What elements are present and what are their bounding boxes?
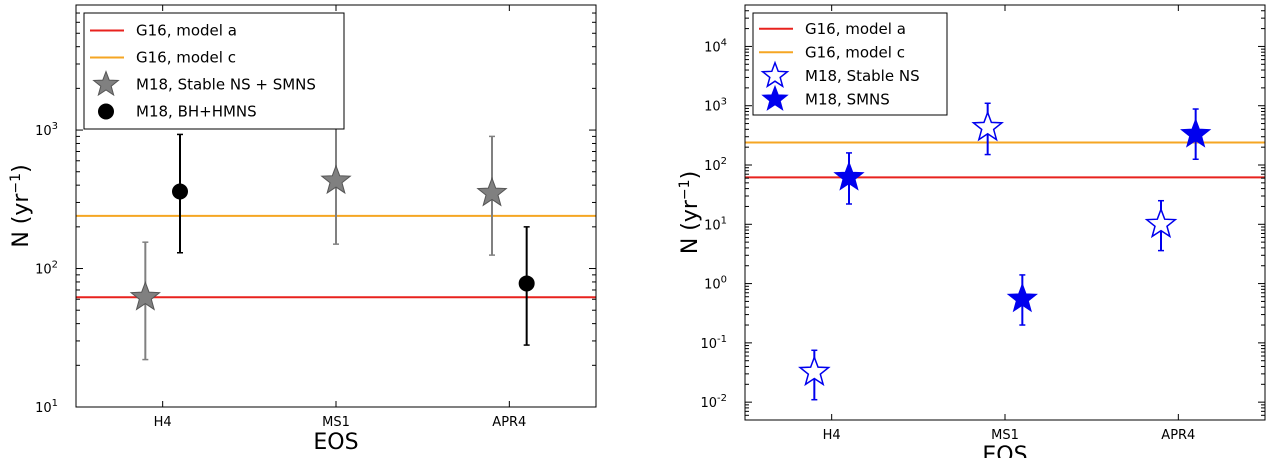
y-tick-label: 101 — [35, 398, 58, 416]
y-tick-label: 102 — [35, 260, 58, 278]
y-tick-label: 10-2 — [700, 393, 727, 411]
x-axis-label: EOS — [313, 430, 358, 455]
x-tick-label: H4 — [154, 415, 172, 430]
x-tick-label: MS1 — [322, 415, 350, 430]
legend: G16, model a G16, model c M18, Stable NS +… — [83, 12, 345, 130]
legend-marker-circle — [98, 103, 114, 120]
y-tick-label: 103 — [704, 97, 727, 115]
data-point-circle — [518, 275, 535, 292]
legend-marker-star-filled — [92, 70, 120, 97]
left-chart-panel: H4 MS1 APR4 101 102 103 EOS N (yr−1) G16, model … — [8, 4, 597, 455]
legend-label: G16, model c — [805, 43, 905, 61]
legend-label: G16, model a — [805, 20, 906, 38]
legend-box — [83, 12, 345, 130]
data-point-star-open — [798, 355, 831, 387]
legend-label: M18, Stable NS + SMNS — [136, 76, 316, 94]
x-tick-label: H4 — [823, 428, 841, 443]
data-point-circle — [172, 183, 188, 200]
y-tick-label: 100 — [704, 275, 727, 293]
data-point-star-filled — [320, 164, 352, 195]
legend-label: G16, model c — [136, 49, 236, 67]
x-axis-label: EOS — [982, 443, 1027, 458]
y-tick-label: 10-1 — [700, 334, 727, 352]
data-point-star-filled — [476, 176, 508, 207]
data-point-star-open — [1144, 207, 1178, 239]
x-tick-label: APR4 — [492, 415, 526, 430]
data-point-star-filled — [129, 280, 161, 311]
legend-marker-star-filled — [761, 84, 789, 111]
y-axis-label: N (yr−1) — [677, 171, 703, 254]
y-axis-label: N (yr−1) — [8, 164, 34, 247]
data-point-star-filled — [1180, 117, 1212, 148]
data-point-star-open — [971, 110, 1004, 142]
y-tick-label: 102 — [704, 156, 727, 174]
y-tick-label: 103 — [35, 121, 58, 139]
x-tick-label: APR4 — [1161, 428, 1195, 443]
legend-box — [752, 12, 948, 116]
legend-marker-star-open — [760, 60, 790, 89]
legend-label: M18, BH+HMNS — [136, 103, 257, 121]
legend: G16, model a G16, model c M18, Stable NS M1… — [752, 12, 948, 116]
y-tick-label: 104 — [704, 37, 727, 55]
y-tick-label: 101 — [704, 215, 727, 233]
legend-label: M18, SMNS — [805, 90, 890, 108]
data-point-star-filled — [1006, 282, 1038, 313]
data-point-star-filled — [833, 160, 865, 191]
legend-label: G16, model a — [136, 22, 237, 40]
legend-label: M18, Stable NS — [805, 67, 920, 85]
right-chart-panel: H4 MS1 APR4 10-2 10-1 100 101 102 103 104 EOS N (yr… — [677, 4, 1266, 458]
x-tick-label: MS1 — [991, 428, 1019, 443]
